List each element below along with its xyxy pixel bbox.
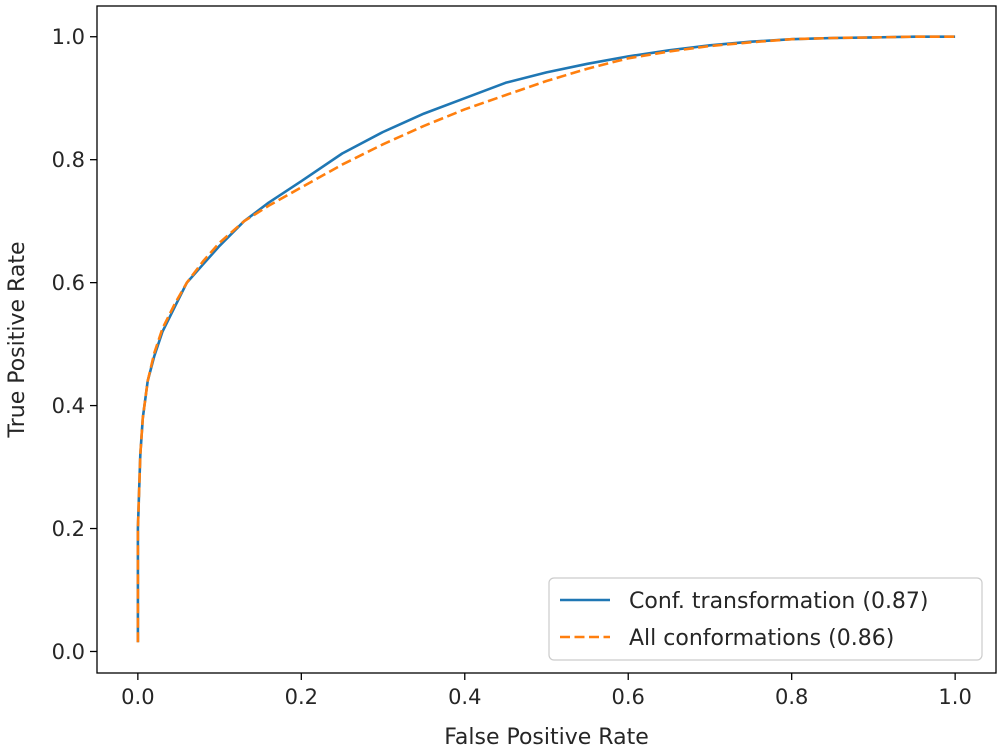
y-tick-label: 1.0 <box>52 25 85 49</box>
x-tick-label: 1.0 <box>938 685 971 709</box>
y-axis-ticks: 0.0 0.2 0.4 0.6 0.8 1.0 <box>52 25 97 664</box>
y-tick-label: 0.0 <box>52 640 85 664</box>
legend-label-1: Conf. transformation (0.87) <box>629 589 929 614</box>
x-tick-label: 0.4 <box>448 685 481 709</box>
y-axis-label: True Positive Rate <box>5 242 30 439</box>
y-tick-label: 0.2 <box>52 517 85 541</box>
y-tick-label: 0.4 <box>52 394 85 418</box>
series-line-1 <box>136 35 956 643</box>
x-tick-label: 0.2 <box>285 685 318 709</box>
x-tick-label: 0.8 <box>775 685 808 709</box>
series-line-2 <box>136 35 956 643</box>
y-tick-label: 0.8 <box>52 148 85 172</box>
y-tick-label: 0.6 <box>52 271 85 295</box>
legend-label-2: All conformations (0.86) <box>629 626 894 651</box>
plot-frame <box>96 5 997 674</box>
x-tick-label: 0.0 <box>121 685 154 709</box>
x-axis-label: False Positive Rate <box>444 725 648 749</box>
x-axis-ticks: 0.0 0.2 0.4 0.6 0.8 1.0 <box>121 673 972 709</box>
legend-box <box>548 577 983 661</box>
plot-lines <box>136 35 956 643</box>
legend: Conf. transformation (0.87) All conformat… <box>548 577 983 661</box>
x-tick-label: 0.6 <box>612 685 645 709</box>
